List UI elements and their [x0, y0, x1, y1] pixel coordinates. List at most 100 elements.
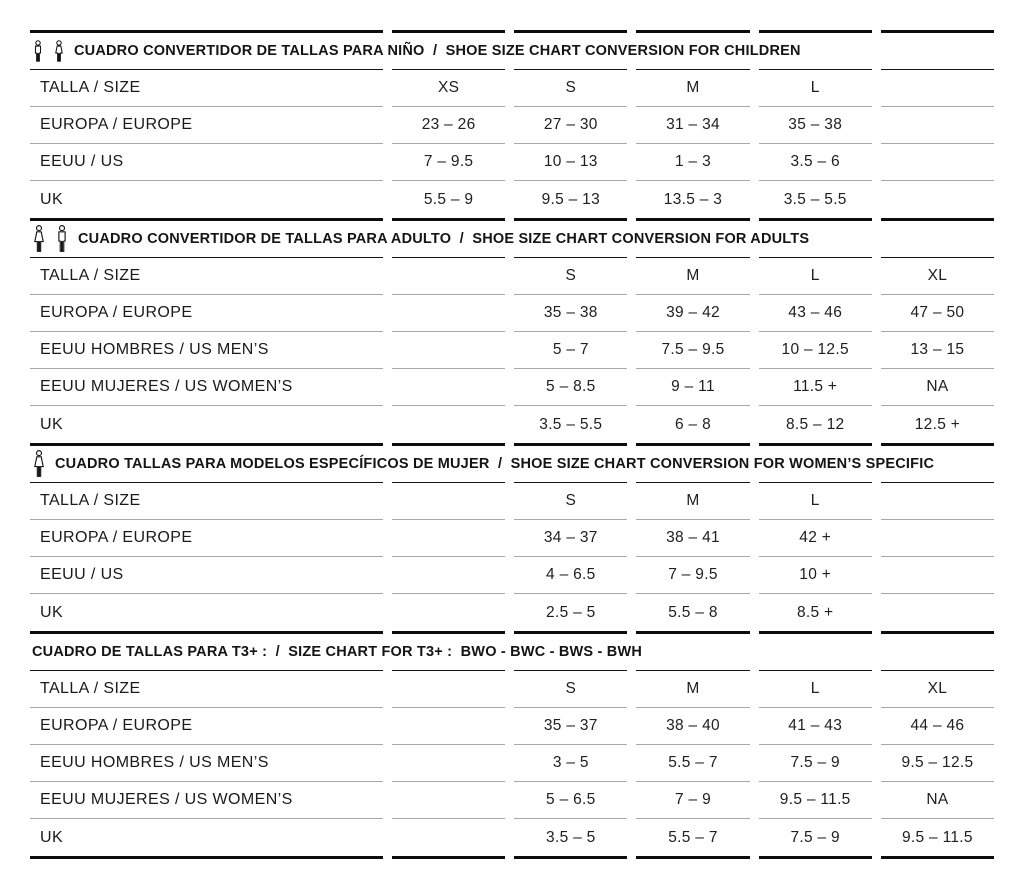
table-row: EUROPA / EUROPE 34 – 37 38 – 41 42 + — [30, 520, 995, 557]
section-title: CUADRO CONVERTIDOR DE TALLAS PARA NIÑO /… — [74, 43, 801, 59]
size-cell — [880, 144, 995, 181]
size-cell: L — [758, 483, 872, 520]
rule-segment — [392, 856, 506, 859]
size-cell: 23 – 26 — [392, 107, 506, 144]
rule-segment — [392, 670, 506, 671]
rule-segment — [392, 443, 506, 446]
section-divider-rule — [30, 443, 995, 446]
size-cell: 13.5 – 3 — [663, 190, 723, 208]
size-cell — [392, 671, 506, 708]
table-row: UK 5.5 – 9 9.5 – 13 13.5 – 3 3.5 – 5.5 — [30, 181, 994, 218]
size-cell: 43 – 46 — [758, 295, 872, 332]
size-cell — [880, 520, 995, 557]
rule-segment — [392, 257, 506, 258]
size-cell: 10 – 12.5 — [758, 332, 872, 369]
section-divider-rule — [30, 30, 995, 33]
size-cell — [392, 557, 506, 594]
size-cell: 7 – 9 — [636, 782, 750, 819]
row-label: TALLA / SIZE — [30, 483, 383, 520]
size-cell: 5.5 – 7 — [668, 828, 718, 846]
rule-segment — [636, 631, 750, 634]
size-cell — [392, 782, 506, 819]
size-cell — [880, 557, 995, 594]
header-underline-rule — [30, 69, 995, 70]
size-cell: 3.5 – 6 — [758, 144, 872, 181]
rule-segment — [758, 856, 872, 859]
size-cell: 35 – 38 — [514, 295, 628, 332]
rule-segment — [514, 670, 628, 671]
size-cell: XL — [880, 258, 995, 295]
size-cell: 3.5 – 5.5 — [539, 415, 603, 433]
rule-segment — [758, 218, 872, 221]
rule-segment — [636, 257, 750, 258]
rule-segment — [880, 670, 995, 671]
size-cell: 27 – 30 — [514, 107, 628, 144]
size-cell: 5.5 – 9 — [423, 190, 474, 208]
row-label: EUROPA / EUROPE — [30, 107, 383, 144]
row-label: EEUU HOMBRES / US MEN’S — [30, 332, 383, 369]
size-cell: M — [636, 70, 750, 107]
rule-segment — [30, 631, 383, 634]
size-cell — [392, 708, 506, 745]
size-cell: 47 – 50 — [880, 295, 995, 332]
rule-segment — [514, 257, 628, 258]
section-header: CUADRO TALLAS PARA MODELOS ESPECÍFICOS D… — [30, 446, 994, 482]
size-cell — [392, 369, 506, 406]
row-label: EEUU / US — [30, 557, 383, 594]
size-cell: 31 – 34 — [636, 107, 750, 144]
size-cell: 4 – 6.5 — [514, 557, 628, 594]
table-row: EEUU / US 7 – 9.5 10 – 13 1 – 3 3.5 – 6 — [30, 144, 995, 181]
section-header: CUADRO DE TALLAS PARA T3+ : / SIZE CHART… — [30, 634, 994, 670]
size-cell — [392, 258, 506, 295]
row-label: UK — [40, 603, 64, 621]
table-row: EUROPA / EUROPE 35 – 38 39 – 42 43 – 46 47 –… — [30, 295, 995, 332]
row-label: EEUU HOMBRES / US MEN’S — [30, 745, 383, 782]
row-label: EEUU MUJERES / US WOMEN’S — [30, 782, 383, 819]
size-cell: 3.5 – 5.5 — [783, 190, 847, 208]
rule-segment — [392, 30, 506, 33]
size-cell: NA — [880, 369, 995, 406]
row-label: UK — [40, 190, 64, 208]
size-cell: 9.5 – 11.5 — [758, 782, 872, 819]
size-cell: 1 – 3 — [636, 144, 750, 181]
size-cell: 12.5 + — [914, 415, 961, 433]
rule-segment — [880, 218, 995, 221]
row-label: EEUU MUJERES / US WOMEN’S — [30, 369, 383, 406]
size-cell: 9.5 – 11.5 — [902, 828, 973, 846]
size-cell — [881, 181, 994, 218]
man-icon — [55, 225, 69, 253]
woman-icon — [32, 225, 46, 253]
section-t3plus: CUADRO DE TALLAS PARA T3+ : / SIZE CHART… — [30, 631, 995, 856]
row-label: EUROPA / EUROPE — [30, 708, 383, 745]
size-cell: 10 – 13 — [514, 144, 628, 181]
section-header: CUADRO CONVERTIDOR DE TALLAS PARA ADULTO… — [30, 221, 994, 257]
size-cell: 35 – 38 — [758, 107, 872, 144]
rule-segment — [636, 218, 750, 221]
size-cell: XS — [392, 70, 506, 107]
size-cell: L — [758, 70, 872, 107]
rule-segment — [30, 482, 383, 483]
size-cell — [392, 332, 506, 369]
rule-segment — [392, 69, 506, 70]
table-row: TALLA / SIZE S M L — [30, 483, 995, 520]
header-underline-rule — [30, 482, 995, 483]
size-cell: 35 – 37 — [514, 708, 628, 745]
row-label: UK — [40, 828, 64, 846]
row-label: UK — [40, 415, 64, 433]
rule-segment — [30, 257, 383, 258]
size-cell — [881, 594, 994, 631]
size-cell — [880, 483, 995, 520]
rule-segment — [880, 856, 995, 859]
rule-segment — [636, 443, 750, 446]
size-cell — [392, 819, 505, 856]
size-cell — [880, 70, 995, 107]
size-cell: NA — [880, 782, 995, 819]
size-cell: 39 – 42 — [636, 295, 750, 332]
table-row: EEUU MUJERES / US WOMEN’S 5 – 6.5 7 – 9 9.5… — [30, 782, 995, 819]
rule-segment — [758, 631, 872, 634]
size-cell: S — [514, 70, 628, 107]
size-cell: 8.5 + — [797, 603, 834, 621]
size-cell: S — [514, 671, 628, 708]
size-cell: S — [514, 258, 628, 295]
table-row: EUROPA / EUROPE 23 – 26 27 – 30 31 – 34 35 –… — [30, 107, 995, 144]
